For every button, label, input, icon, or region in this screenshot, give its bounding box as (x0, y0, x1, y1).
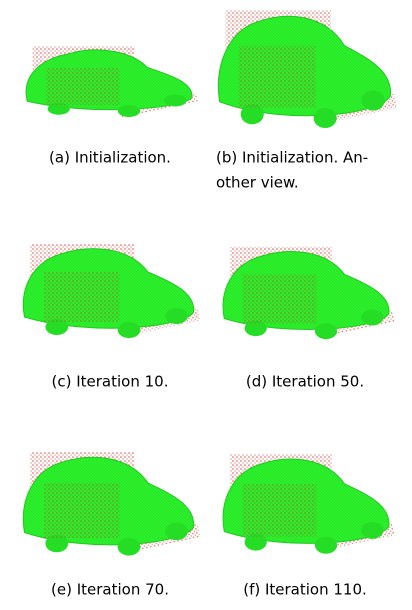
wheel (361, 522, 383, 539)
wheel (118, 538, 141, 556)
caption: (a) Initialization. (49, 149, 171, 167)
wheel (315, 323, 337, 339)
wheel (165, 308, 188, 324)
wheel (164, 95, 186, 107)
wheel (314, 108, 337, 128)
wheel (315, 537, 337, 554)
point-cloud (243, 274, 317, 323)
panel-image (223, 454, 395, 554)
wheel (165, 523, 188, 541)
caption: (e) Iteration 70. (51, 581, 169, 599)
caption: (b) Initialization. An- (216, 149, 368, 167)
point-cloud (239, 46, 316, 109)
wheel (118, 105, 140, 117)
caption: (d) Iteration 50. (246, 373, 364, 391)
panel-image (23, 244, 200, 338)
point-cloud (46, 68, 120, 106)
caption: (f) Iteration 110. (243, 581, 367, 599)
panel-image (26, 47, 198, 118)
figure: (a) Initialization. (b) Initialization. A… (0, 0, 412, 606)
point-cloud (243, 484, 317, 537)
point-cloud (44, 272, 120, 322)
caption: (c) Iteration 10. (52, 373, 169, 391)
wheel (361, 310, 383, 326)
caption: other view. (216, 174, 299, 192)
panel-image (223, 247, 395, 339)
wheel (118, 322, 141, 338)
wheel (362, 91, 385, 111)
point-cloud (44, 483, 120, 538)
panel-image (23, 452, 200, 555)
panel-image (218, 11, 397, 129)
